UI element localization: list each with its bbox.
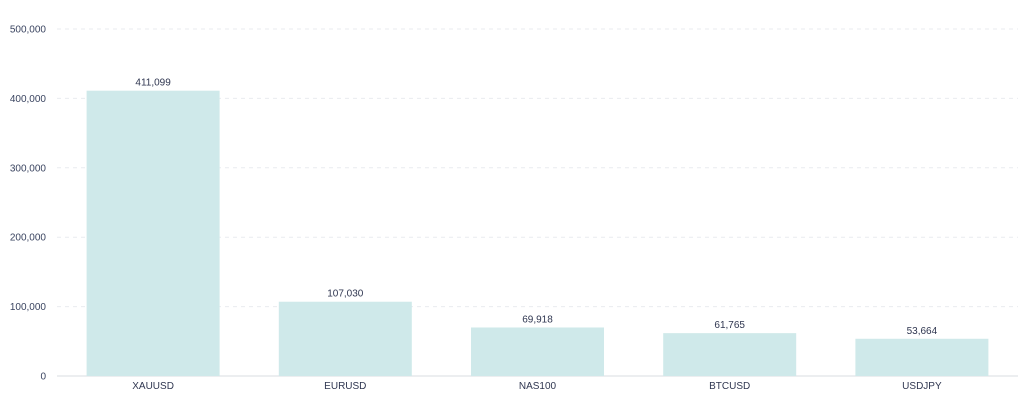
- bar-xauusd[interactable]: [86, 90, 220, 376]
- bar-value-label: 411,099: [135, 78, 171, 89]
- bar-value-labels: 411,099 107,030 69,918 61,765 53,664: [135, 78, 937, 337]
- y-tick-label: 200,000: [10, 233, 47, 244]
- bar-nas100[interactable]: [471, 327, 604, 376]
- bar-value-label: 61,765: [714, 320, 745, 331]
- y-tick-label: 100,000: [10, 302, 47, 313]
- y-tick-label: 0: [40, 372, 46, 383]
- bar-value-label: 53,664: [907, 326, 938, 337]
- bar-value-label: 69,918: [522, 314, 553, 325]
- bars: [86, 90, 989, 376]
- y-axis: 0 100,000 200,000 300,000 400,000 500,000: [10, 25, 47, 383]
- y-tick-label: 400,000: [10, 94, 47, 105]
- x-axis: XAUUSD EURUSD NAS100 BTCUSD USDJPY: [132, 381, 942, 392]
- bar-usdjpy[interactable]: [855, 338, 989, 376]
- x-tick-label: EURUSD: [324, 381, 366, 392]
- x-tick-label: USDJPY: [902, 381, 942, 392]
- bar-eurusd[interactable]: [278, 301, 412, 376]
- bar-btcusd[interactable]: [663, 333, 797, 376]
- x-tick-label: XAUUSD: [132, 381, 174, 392]
- y-tick-label: 500,000: [10, 25, 47, 36]
- x-tick-label: NAS100: [519, 381, 557, 392]
- y-tick-label: 300,000: [10, 163, 47, 174]
- bar-value-label: 107,030: [327, 289, 364, 300]
- x-tick-label: BTCUSD: [709, 381, 750, 392]
